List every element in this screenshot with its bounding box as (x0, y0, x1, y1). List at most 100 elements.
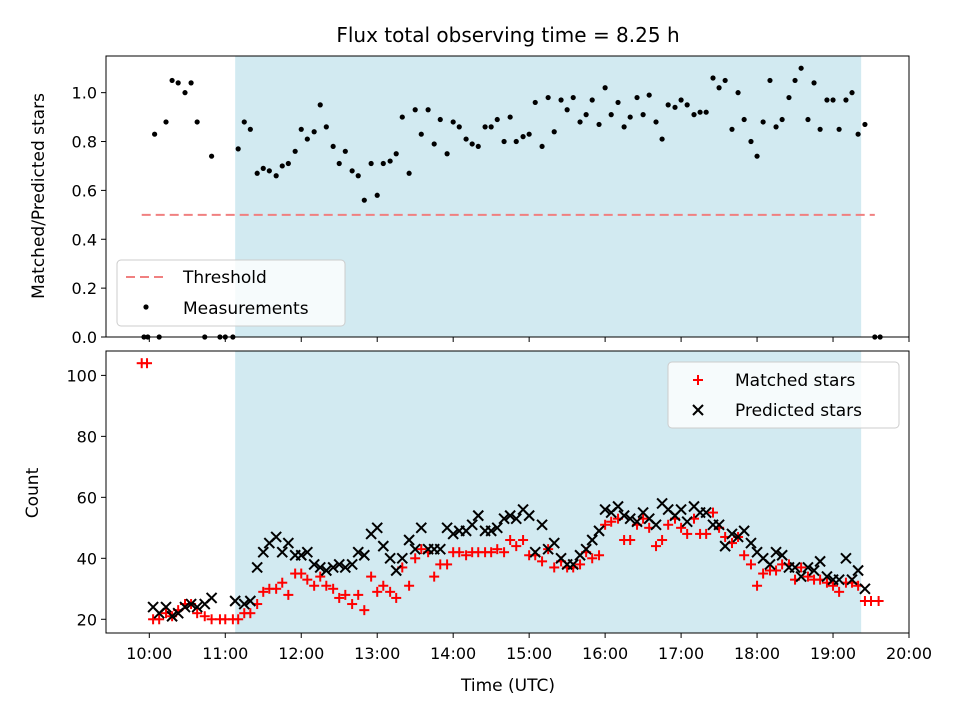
y-tick-label: 1.0 (72, 84, 97, 103)
predicted-stars-point (491, 522, 503, 534)
predicted-stars-point (295, 549, 307, 561)
predicted-stars-point-b (447, 528, 459, 540)
matched-stars-point (391, 592, 402, 603)
measurements-point (691, 112, 697, 118)
measurements-point (247, 126, 253, 132)
measurements-point (182, 90, 188, 96)
predicted-stars-point (238, 598, 250, 610)
predicted-stars-point-b (631, 516, 643, 528)
predicted-stars-point (764, 558, 776, 571)
measurements-point (431, 141, 437, 147)
measurements-point (520, 134, 526, 140)
measurements-point (570, 94, 576, 101)
measurements-point (703, 109, 709, 115)
predicted-stars-point (333, 558, 345, 571)
measurements-point (412, 107, 418, 113)
chart-title: Flux total observing time = 8.25 h (336, 23, 679, 47)
measurements-point (507, 114, 513, 120)
matched-stars-point (206, 614, 217, 625)
predicted-stars-point-b (327, 561, 339, 574)
matched-stars-point (271, 583, 282, 594)
measurements-point (729, 126, 735, 132)
measurements-point (646, 92, 652, 98)
legend-matched-swatch (693, 375, 703, 385)
predicted-stars-point (504, 509, 516, 522)
matched-stars-point (663, 519, 674, 530)
measurements-point (450, 119, 456, 125)
measurements-point (843, 97, 849, 103)
predicted-stars-point (358, 549, 371, 561)
measurements-point (241, 119, 247, 125)
predicted-stars-point-b (185, 598, 197, 610)
predicted-stars-point-b (346, 558, 358, 571)
predicted-stars-point-b (586, 534, 598, 546)
predicted-stars-point-b (770, 546, 782, 558)
predicted-stars-point-b (555, 552, 567, 565)
measurements-point (798, 65, 804, 71)
measurements-point (836, 126, 842, 132)
matched-stars-point (233, 614, 244, 625)
matched-stars-point (199, 611, 210, 622)
predicted-stars-point (257, 546, 269, 558)
predicted-stars-point-b (339, 561, 352, 574)
predicted-stars-point (675, 503, 687, 516)
predicted-stars-point (390, 564, 402, 577)
predicted-stars-point-b (802, 561, 814, 574)
predicted-stars-point (191, 601, 203, 613)
measurements-point (475, 143, 481, 150)
predicted-stars-point (308, 558, 320, 571)
matched-stars-point (606, 516, 617, 527)
measurements-point (634, 94, 640, 101)
predicted-stars-point-b (764, 558, 776, 571)
predicted-stars-point-b (840, 552, 852, 565)
measurements-point (697, 109, 703, 115)
predicted-stars-point-b (352, 546, 364, 558)
predicted-stars-point (301, 546, 314, 558)
measurements-point (722, 77, 728, 84)
matched-stars-point (283, 589, 294, 600)
predicted-stars-point-b (713, 519, 725, 531)
predicted-stars-point (251, 561, 263, 574)
predicted-stars-point-b (510, 512, 522, 525)
measurements-point (463, 136, 469, 142)
predicted-stars-point-b (593, 525, 605, 537)
measurements-point (425, 107, 431, 113)
predicted-stars-point (510, 512, 522, 525)
predicted-stars-point (205, 592, 218, 604)
matched-stars-point (834, 586, 845, 597)
y-tick-label: 0.6 (72, 181, 97, 200)
measurements-point (273, 173, 279, 179)
predicted-stars-point (821, 570, 833, 583)
axes-frame (105, 55, 910, 338)
measurements-point (361, 197, 367, 203)
measurements-point (824, 97, 830, 103)
matched-stars-point (575, 559, 586, 570)
measurements-point (551, 129, 557, 135)
predicted-stars-point (776, 549, 788, 561)
predicted-stars-point (185, 598, 197, 610)
predicted-stars-point (434, 543, 446, 555)
matched-stars-point (752, 580, 763, 591)
measurements-point (342, 148, 348, 154)
predicted-stars-point-b (371, 522, 383, 534)
predicted-stars-point (523, 509, 535, 522)
predicted-stars-point (859, 583, 871, 595)
matched-stars-point (625, 535, 636, 546)
predicted-stars-point (485, 525, 497, 537)
y-tick-label: 60 (77, 488, 97, 507)
predicted-stars-point (599, 503, 611, 516)
measurements-point (786, 94, 792, 101)
matched-stars-point (518, 535, 529, 546)
matched-stars-point (745, 559, 756, 570)
predicted-stars-point-b (681, 516, 693, 528)
predicted-stars-point-b (567, 558, 579, 571)
predicted-stars-point (377, 540, 389, 552)
measurements-point (678, 97, 684, 103)
predicted-stars-point (320, 564, 333, 577)
measurements-point (716, 85, 722, 91)
bottom-y-axis-label: Count (23, 467, 43, 518)
measurements-point (163, 119, 169, 125)
predicted-stars-point-b (776, 549, 788, 561)
predicted-stars-point-b (205, 592, 218, 604)
matched-stars-point (707, 507, 718, 518)
